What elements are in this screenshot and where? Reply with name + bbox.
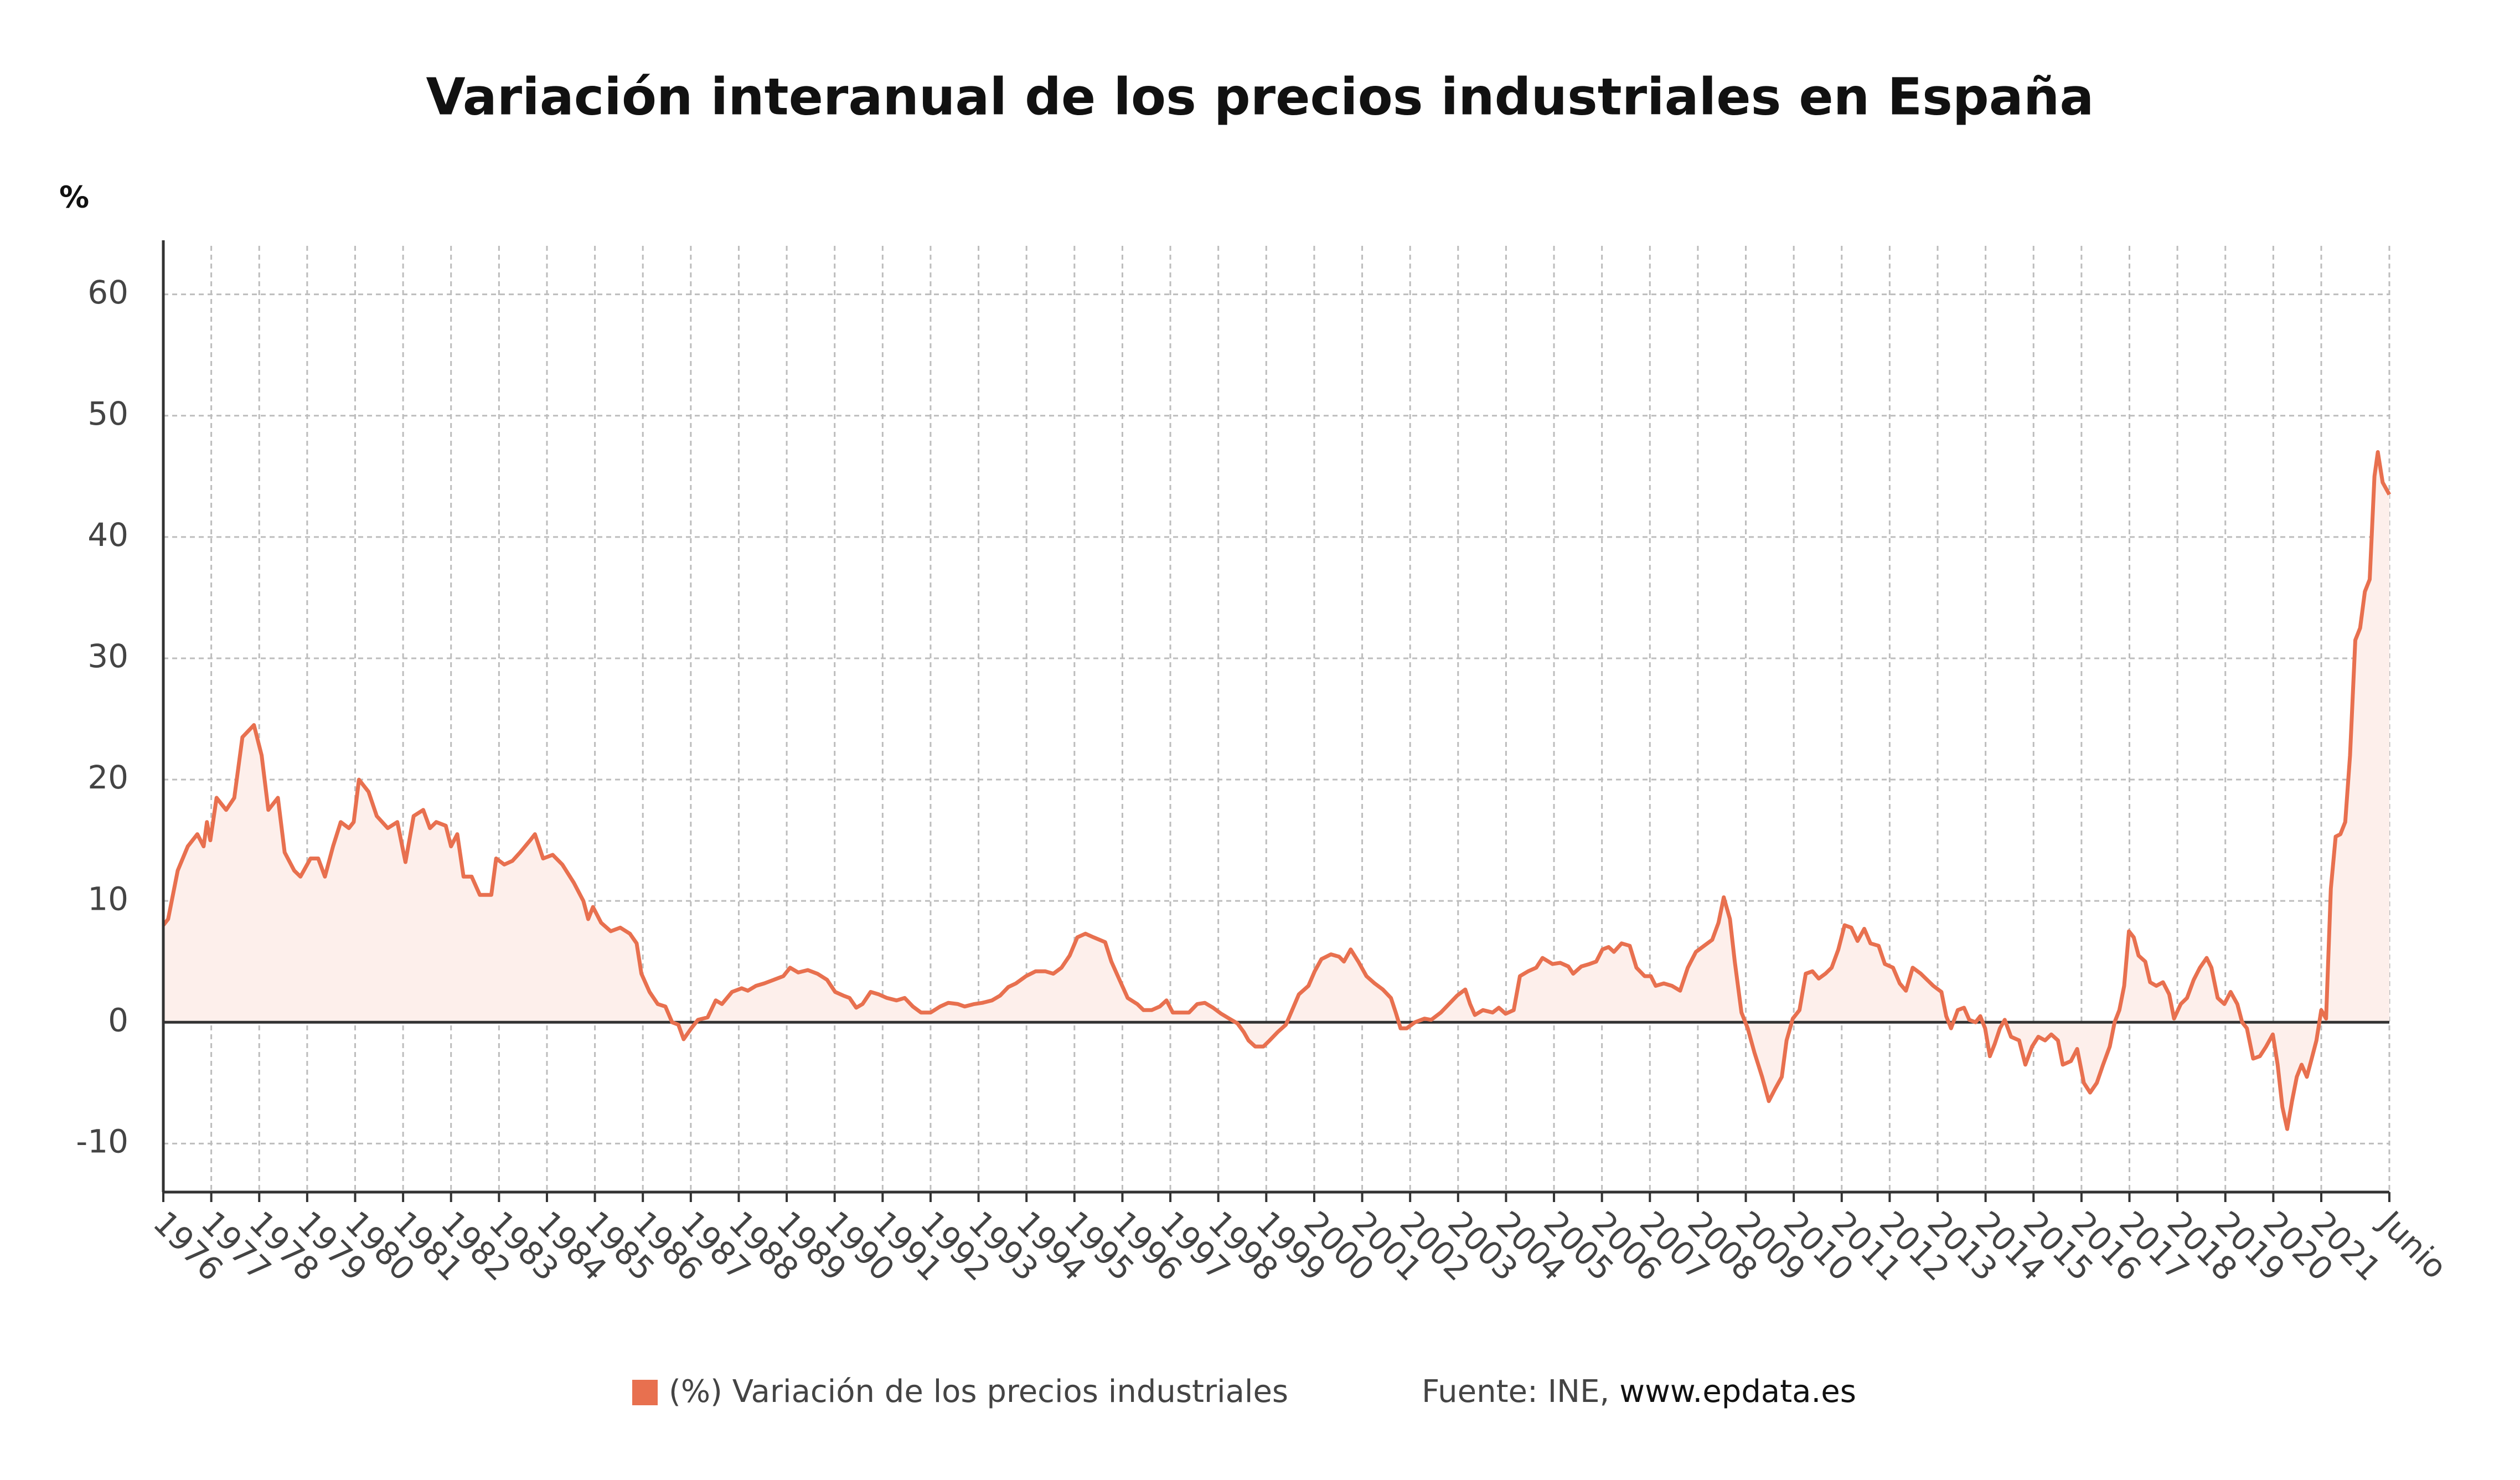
chart-title: Variación interanual de los precios indu… bbox=[426, 67, 2094, 126]
x-tick-label: Junio bbox=[2371, 1203, 2455, 1286]
source: Fuente: INE, www.epdata.es bbox=[1422, 1374, 1856, 1410]
y-tick-label: 50 bbox=[87, 395, 128, 432]
legend-swatch bbox=[632, 1380, 658, 1405]
y-tick-label: 60 bbox=[87, 274, 128, 311]
legend-label: (%) Variación de los precios industriale… bbox=[669, 1374, 1288, 1410]
series-line bbox=[162, 450, 2392, 1131]
y-tick-label: -10 bbox=[76, 1122, 128, 1160]
grid bbox=[162, 246, 2390, 1192]
y-tick-label: 0 bbox=[108, 1001, 128, 1039]
y-tick-label: 30 bbox=[87, 637, 128, 675]
legend: (%) Variación de los precios industriale… bbox=[632, 1374, 1856, 1410]
y-tick-label: 10 bbox=[87, 880, 128, 917]
source-text: Fuente: INE, bbox=[1422, 1374, 1609, 1410]
y-tick-label: 40 bbox=[87, 516, 128, 554]
y-tick-label: 20 bbox=[87, 759, 128, 796]
series-area bbox=[163, 452, 2389, 1130]
y-axis-label: % bbox=[59, 180, 89, 215]
source-link: www.epdata.es bbox=[1619, 1374, 1856, 1410]
